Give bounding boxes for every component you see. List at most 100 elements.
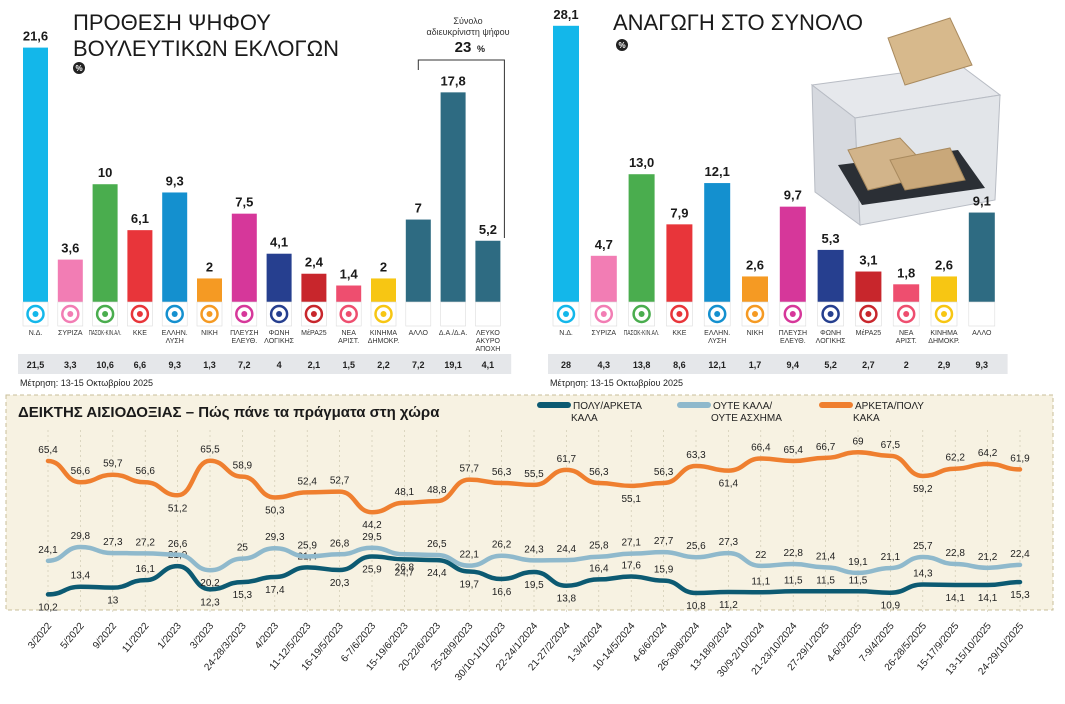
line-chart-panel	[5, 394, 1054, 611]
series-point-label: 26,5	[427, 539, 447, 550]
measurement-note: Μέτρηση: 13-15 Οκτωβρίου 2025	[20, 378, 153, 388]
previous-value: 7,2	[412, 360, 425, 370]
series-point-label: 10,8	[686, 601, 706, 612]
series-point-label: 57,7	[459, 464, 479, 475]
bar-value-label: 3,1	[859, 253, 877, 268]
series-point-label: 20,2	[200, 578, 220, 589]
bar	[931, 276, 957, 302]
series-point-label: 26,8	[395, 562, 415, 573]
category-label-line: ΑΛΛΟ	[409, 330, 429, 337]
series-point-label: 13,8	[557, 594, 577, 605]
category-label-line: ΕΛΕΥΘ.	[780, 338, 806, 345]
series-point-label: 14,1	[945, 593, 965, 604]
series-point-label: 27,2	[135, 537, 155, 548]
series-point-label: 56,3	[654, 467, 674, 478]
series-point-label: 55,5	[524, 469, 544, 480]
series-point-label: 22,4	[1010, 549, 1030, 560]
series-point-label: 24,4	[557, 544, 577, 555]
previous-value: 3,3	[64, 360, 77, 370]
bar-value-label: 9,1	[973, 194, 991, 209]
series-point-label: 29,3	[265, 532, 285, 543]
category-label: ΑΛΛΟ	[972, 330, 992, 337]
bar-value-label: 2	[206, 259, 213, 274]
series-point-label: 16,4	[589, 563, 609, 574]
category-label: ΝΙΚΗ	[747, 330, 764, 337]
party-logo-icon-dot	[171, 311, 178, 317]
series-point-label: 14,1	[978, 593, 998, 604]
previous-value: 12,1	[708, 360, 726, 370]
series-line	[45, 554, 1023, 597]
series-point-label: 21,2	[978, 552, 998, 563]
envelope-in-box	[889, 147, 966, 191]
x-tick-label: 3/2023	[188, 621, 216, 652]
bar-value-label: 6,1	[131, 211, 149, 226]
category-label-line: ΔΗΜΟΚΡ.	[368, 338, 399, 345]
series-point-label: 25	[237, 543, 249, 554]
previous-value: 2,2	[377, 360, 390, 370]
x-tick-label: 5/2022	[59, 621, 87, 652]
category-label-line: ΛΕΥΚΟ	[476, 330, 500, 337]
category-label-line: ΝΙΚΗ	[747, 330, 764, 337]
series-point-label: 66,7	[816, 442, 836, 453]
series-point-label: 22	[755, 550, 767, 561]
category-label-line: ΑΚΥΡΟ	[476, 338, 501, 345]
category-label-line: ΛΥΣΗ	[708, 338, 726, 345]
series-point-label: 51,2	[168, 503, 188, 514]
party-logo-icon-dot	[865, 311, 872, 317]
category-label: ΜέΡΑ25	[301, 329, 327, 337]
previous-value: 9,3	[168, 360, 181, 370]
previous-value: 2,9	[938, 360, 951, 370]
party-logo-icon-dot	[32, 311, 39, 317]
bar-value-label: 2,6	[935, 257, 953, 272]
series-point-label: 26,8	[330, 538, 350, 549]
series-point-label: 26,6	[168, 539, 188, 550]
category-label-line: ΕΛΕΥΘ.	[231, 338, 257, 345]
bar-value-label: 1,8	[897, 265, 915, 280]
bar-value-label: 10	[98, 165, 112, 180]
bar-value-label: 3,6	[61, 241, 79, 256]
category-label: ΣΥΡΙΖΑ	[58, 330, 83, 337]
series-point-label: 24,4	[427, 568, 447, 579]
annotation-bracket	[417, 59, 505, 238]
series-point-label: 19,7	[459, 579, 479, 590]
bar-value-label: 4,7	[595, 237, 613, 252]
series-point-label: 24,1	[38, 545, 58, 556]
bar	[628, 174, 655, 302]
series-point-label: 27,1	[621, 538, 641, 549]
annotation-text: Σύνολο	[453, 16, 482, 26]
bar	[779, 206, 806, 302]
bar	[817, 249, 844, 302]
category-label-line: ΝΕΑ	[899, 330, 914, 337]
previous-value: 8,6	[673, 360, 686, 370]
series-point-label: 56,6	[71, 466, 91, 477]
bar-chart-1: ΑΝΑΓΩΓΗ ΣΤΟ ΣΥΝΟΛΟ% 28,1 Ν.Δ. 28 4,7 ΣΥΡΙΖΑ 4,…	[548, 7, 1008, 388]
category-label-line: ΣΥΡΙΖΑ	[592, 330, 617, 337]
category-label-line: ΦΩΝΗ	[269, 330, 290, 337]
party-logo-icon-dot	[563, 311, 569, 317]
category-label-line: Ν.Δ.	[29, 330, 43, 337]
category-label-line: ΜέΡΑ25	[301, 329, 327, 337]
envelope-falling	[887, 17, 973, 86]
category-label-line: ΝΙΚΗ	[201, 330, 218, 337]
legend-label: ΚΑΛΑ	[571, 413, 598, 424]
series-point-label: 22,8	[945, 548, 965, 559]
bar	[553, 25, 579, 302]
series-point-label: 21,4	[816, 551, 836, 562]
category-label: ΚΚΕ	[672, 330, 686, 337]
bar-value-label: 9,3	[166, 173, 184, 188]
series-point-label: 11,5	[849, 575, 868, 586]
series-point-label: 56,3	[589, 467, 609, 478]
previous-value: 1,7	[749, 360, 762, 370]
bar	[336, 285, 362, 302]
bar	[301, 273, 327, 302]
category-label-line: ΚΙΝΗΜΑ	[370, 330, 398, 337]
previous-value: 9,3	[976, 360, 989, 370]
party-logo-icon-dot	[941, 311, 947, 317]
party-logo-icon-dot	[345, 311, 352, 317]
bar-value-label: 12,1	[705, 164, 730, 179]
party-logo-tile	[405, 301, 432, 327]
series-point-label: 58,9	[233, 461, 253, 472]
